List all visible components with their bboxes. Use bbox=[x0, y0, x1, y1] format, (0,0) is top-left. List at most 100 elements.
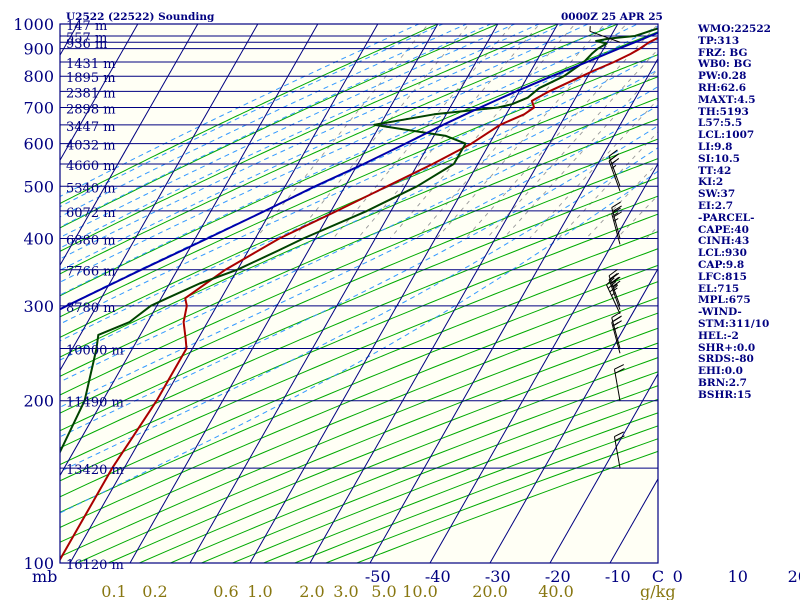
dry-adiabat bbox=[60, 24, 439, 205]
dry-adiabat bbox=[60, 76, 658, 338]
valid-time: 0000Z 25 APR 25 bbox=[561, 11, 663, 23]
index-row: BSHR:15 bbox=[698, 388, 752, 401]
index-row: L57:5.5 bbox=[698, 117, 743, 130]
index-row: TH:5193 bbox=[698, 105, 749, 118]
plot-background bbox=[60, 24, 658, 563]
dry-adiabat bbox=[60, 24, 620, 275]
isotherm bbox=[429, 162, 658, 563]
moist-adiabat bbox=[60, 24, 492, 228]
wind-barb bbox=[589, 26, 621, 43]
index-row: MAXT:4.5 bbox=[698, 93, 756, 106]
index-row: WB0: BG bbox=[698, 58, 752, 71]
moist-adiabat bbox=[60, 38, 658, 325]
height-label: 8780 m bbox=[66, 301, 116, 316]
height-label: 16120 m bbox=[66, 558, 124, 573]
height-label: 7766 m bbox=[66, 265, 116, 280]
height-label: 936 m bbox=[66, 37, 107, 52]
index-row: LCL:1007 bbox=[698, 129, 755, 142]
isotherm bbox=[60, 24, 319, 477]
height-label: 557 m bbox=[66, 31, 107, 46]
index-row: BRN:2.7 bbox=[698, 376, 747, 389]
height-label: 10000 m bbox=[66, 344, 124, 359]
moist-adiabat bbox=[60, 24, 639, 296]
mixing-ratio-tick-label: 0.2 bbox=[142, 582, 167, 600]
height-label: 13420 m bbox=[66, 463, 124, 478]
index-row: CAPE:40 bbox=[698, 223, 749, 236]
pressure-tick-label: 900 bbox=[23, 40, 54, 59]
index-row: LFC:815 bbox=[698, 270, 747, 283]
index-row: FRZ: BG bbox=[698, 46, 748, 59]
index-row: EL:715 bbox=[698, 282, 740, 295]
index-row: TT:42 bbox=[698, 164, 732, 177]
index-row: RH:62.6 bbox=[698, 81, 747, 94]
temperature-tick-label: -10 bbox=[605, 567, 631, 586]
mixing-ratio-line bbox=[465, 24, 658, 239]
mixing-ratio-line bbox=[585, 161, 658, 239]
pressure-tick-label: 400 bbox=[23, 229, 54, 248]
height-label: 11490 m bbox=[66, 396, 124, 411]
pressure-tick-label: 600 bbox=[23, 135, 54, 154]
isotherm bbox=[60, 24, 199, 267]
plot-frame bbox=[59, 23, 659, 564]
dry-adiabat bbox=[60, 54, 658, 318]
moist-adiabat bbox=[60, 86, 658, 383]
mixing-ratio-line bbox=[416, 24, 606, 239]
wind-barb bbox=[606, 277, 621, 314]
mixing-ratio-tick-label: 0.6 bbox=[213, 582, 238, 600]
wind-barb bbox=[608, 154, 621, 192]
temperature-tick-label: -30 bbox=[485, 567, 511, 586]
isotherm bbox=[369, 57, 658, 563]
profiles bbox=[60, 27, 658, 562]
index-row: SHR+:0.0 bbox=[698, 341, 756, 354]
index-row: LCL:930 bbox=[698, 247, 747, 260]
height-label: 1431 m bbox=[66, 57, 116, 72]
isotherm bbox=[309, 24, 619, 563]
moist-adiabat bbox=[60, 24, 468, 218]
mixing-ratio-line bbox=[292, 24, 470, 239]
pressure-tick-label: 500 bbox=[23, 177, 54, 196]
wind-barb bbox=[611, 207, 622, 245]
index-row: HEL:-2 bbox=[698, 329, 739, 342]
height-label: 1895 m bbox=[66, 71, 116, 86]
temperature-tick-label: -50 bbox=[365, 567, 391, 586]
index-row: SW:37 bbox=[698, 188, 736, 201]
moist-adiabat bbox=[60, 53, 658, 342]
temperature-tick-label: 0 bbox=[673, 567, 683, 586]
height-label: 5340 m bbox=[66, 181, 116, 196]
mixing-ratio-unit-label: g/kg bbox=[640, 582, 676, 600]
isotherm bbox=[609, 477, 658, 563]
height-label: 4032 m bbox=[66, 139, 116, 154]
height-label: 147 m bbox=[66, 19, 107, 34]
height-label: 2381 m bbox=[66, 86, 116, 101]
pressure-unit-label: mb bbox=[32, 567, 57, 586]
height-label: 3447 m bbox=[66, 120, 116, 135]
parcel-line bbox=[60, 31, 658, 311]
index-row: KI:2 bbox=[698, 176, 724, 189]
index-row: LI:9.8 bbox=[698, 140, 733, 153]
index-row: SI:10.5 bbox=[698, 152, 740, 165]
isotherm bbox=[489, 267, 658, 563]
pressure-tick-label: 1000 bbox=[13, 15, 54, 34]
moist-adiabat bbox=[60, 24, 541, 249]
pressure-tick-label: 200 bbox=[23, 392, 54, 411]
index-row: WMO:22522 bbox=[698, 23, 771, 35]
index-row: -WIND- bbox=[698, 306, 742, 319]
pressure-tick-label: 300 bbox=[23, 297, 54, 316]
mixing-ratio-tick-label: 20.0 bbox=[472, 582, 508, 600]
moist-adiabat bbox=[60, 170, 658, 514]
mixing-ratio-line bbox=[557, 131, 658, 239]
moist-adiabat bbox=[60, 24, 444, 208]
moist-adiabats bbox=[60, 24, 658, 514]
index-row: EHI:0.0 bbox=[698, 365, 743, 378]
mixing-ratio-lines bbox=[255, 24, 658, 239]
height-label: 6880 m bbox=[66, 233, 116, 248]
moist-adiabat bbox=[60, 25, 658, 310]
pressure-tick-label: 800 bbox=[23, 67, 54, 86]
axis-labels: U2522 (22522) Sounding 0000Z 25 APR 25 1… bbox=[13, 11, 800, 600]
temperature-tick-label: 10 bbox=[728, 567, 748, 586]
moist-adiabat bbox=[60, 24, 420, 198]
wind-barb bbox=[611, 316, 622, 354]
isotherm bbox=[549, 372, 658, 563]
mixing-ratio-line bbox=[503, 68, 658, 239]
